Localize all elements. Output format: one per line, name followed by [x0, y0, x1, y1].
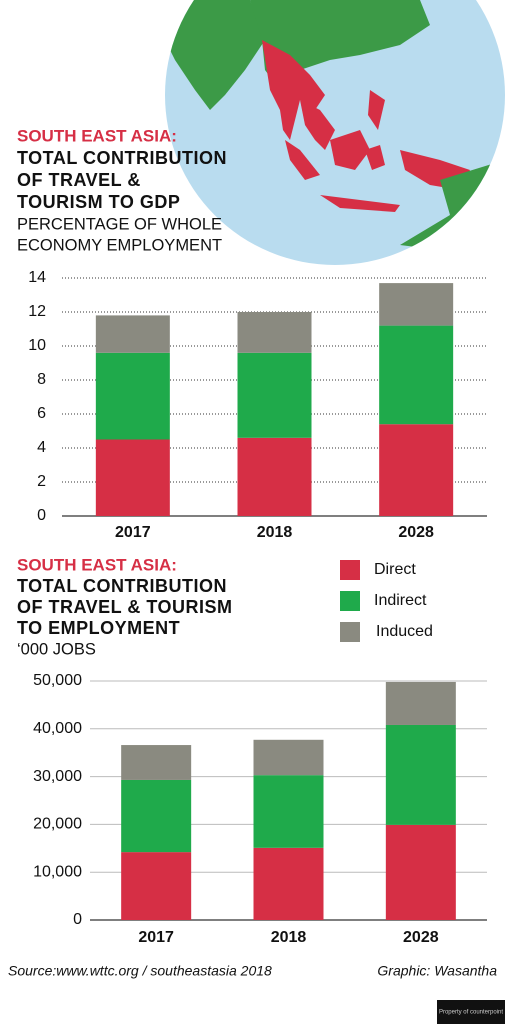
chart-title: TOTAL CONTRIBUTION — [17, 148, 227, 168]
chart-title: TOURISM TO GDP — [17, 192, 180, 212]
credit-note: Graphic: Wasantha — [377, 963, 497, 979]
y-tick-label: 10 — [28, 337, 46, 354]
bar-segment — [95, 439, 170, 516]
x-tick-label: 2028 — [403, 929, 439, 946]
bar-segment — [121, 779, 192, 853]
y-tick-label: 10,000 — [33, 863, 82, 880]
y-tick-label: 20,000 — [33, 816, 82, 833]
chart-title: TO EMPLOYMENT — [17, 618, 180, 638]
bar-segment — [95, 352, 170, 440]
bar-segment — [385, 824, 456, 920]
watermark-box — [437, 1000, 505, 1024]
bar-segment — [237, 352, 312, 438]
legend-swatch — [340, 560, 360, 580]
legend-swatch — [340, 622, 360, 642]
chart-title: OF TRAVEL & TOURISM — [17, 597, 233, 617]
chart-subtitle: ECONOMY EMPLOYMENT — [17, 236, 222, 254]
chart-title: TOTAL CONTRIBUTION — [17, 576, 227, 596]
bar-segment — [385, 724, 456, 825]
x-tick-label: 2028 — [398, 524, 434, 541]
bar-segment — [379, 424, 454, 516]
bar-segment — [379, 283, 454, 326]
y-tick-label: 6 — [37, 405, 46, 422]
legend-label: Indirect — [374, 592, 427, 609]
bar-segment — [237, 437, 312, 516]
x-tick-label: 2018 — [257, 524, 293, 541]
y-tick-label: 30,000 — [33, 768, 82, 785]
bar-segment — [379, 325, 454, 425]
y-tick-label: 0 — [37, 507, 46, 524]
legend-swatch — [340, 591, 360, 611]
x-tick-label: 2017 — [138, 929, 174, 946]
y-tick-label: 40,000 — [33, 720, 82, 737]
legend-label: Direct — [374, 561, 416, 578]
y-tick-label: 12 — [28, 303, 46, 320]
watermark: Property of counterpoint — [439, 1010, 503, 1016]
y-tick-label: 2 — [37, 473, 46, 490]
bar-segment — [95, 315, 170, 353]
chart-title: OF TRAVEL & — [17, 170, 141, 190]
chart-subtitle: ‘000 JOBS — [17, 640, 96, 658]
x-tick-label: 2018 — [271, 929, 307, 946]
chart-kicker: SOUTH EAST ASIA: — [17, 555, 177, 574]
bar-segment — [253, 847, 324, 920]
legend-label: Induced — [376, 623, 433, 640]
source-note: Source:www.wttc.org / southeastasia 2018 — [8, 963, 272, 979]
y-tick-label: 50,000 — [33, 672, 82, 689]
chart-kicker: SOUTH EAST ASIA: — [17, 126, 177, 145]
chart-subtitle: PERCENTAGE OF WHOLE — [17, 215, 222, 233]
y-tick-label: 0 — [73, 911, 82, 928]
bar-segment — [237, 312, 312, 353]
bar-segment — [385, 681, 456, 725]
y-tick-label: 8 — [37, 371, 46, 388]
bar-segment — [121, 852, 192, 920]
y-tick-label: 4 — [37, 439, 46, 456]
bar-segment — [253, 739, 324, 776]
y-tick-label: 14 — [28, 269, 46, 286]
bar-segment — [121, 745, 192, 780]
bar-segment — [253, 775, 324, 848]
x-tick-label: 2017 — [115, 524, 151, 541]
